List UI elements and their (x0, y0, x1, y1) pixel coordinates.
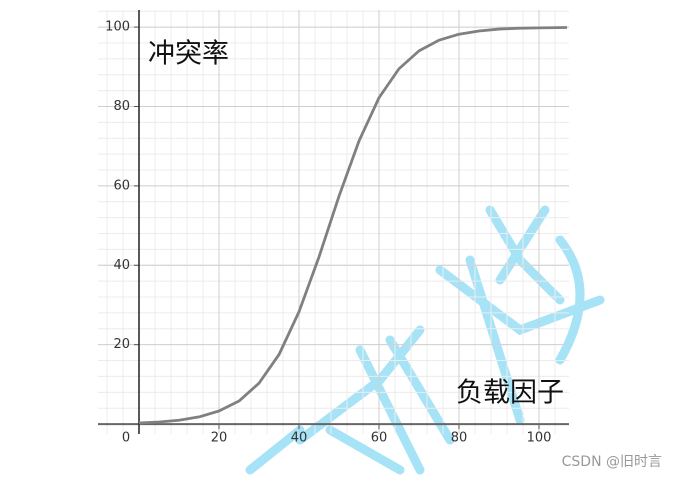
curve (138, 26, 568, 425)
y-tick-label: 100 (105, 20, 130, 35)
y-axis-title: 冲突率 (148, 39, 229, 70)
plot (138, 26, 568, 425)
y-tick-label: 60 (113, 178, 130, 193)
x-tick-label: 80 (451, 431, 468, 446)
x-tick-label: 0 (122, 431, 130, 446)
x-tick-label: 100 (527, 431, 552, 446)
x-tick-label: 20 (211, 431, 228, 446)
grid: 0 20 40 60 80 100 20 40 60 80 100 (98, 10, 569, 446)
y-tick-label: 40 (113, 258, 130, 273)
y-tick-label: 20 (113, 337, 130, 352)
x-tick-label: 60 (371, 431, 388, 446)
x-tick-label: 40 (291, 431, 308, 446)
watermark: CSDN @旧时言 (562, 454, 662, 470)
x-axis-title: 负载因子 (456, 378, 564, 409)
y-tick-label: 80 (113, 99, 130, 114)
